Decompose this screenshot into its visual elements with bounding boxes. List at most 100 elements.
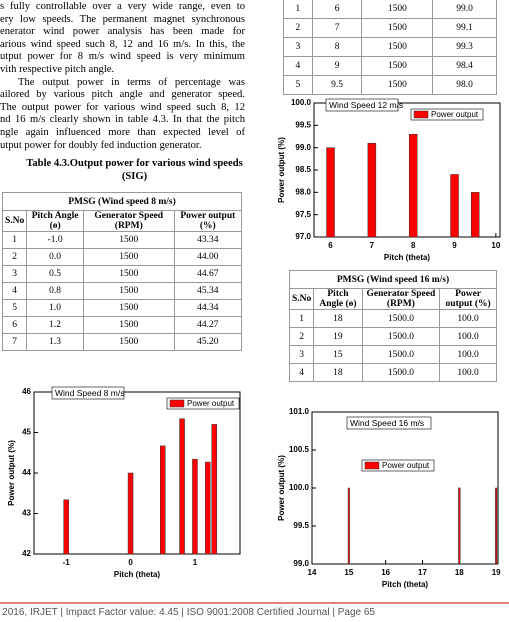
y-axis-label: Power output (%) bbox=[7, 440, 16, 506]
text-line: s fully controllable over a very wide ra… bbox=[0, 1, 245, 12]
table-cell: 18 bbox=[313, 363, 363, 382]
text-line: utput power for 8 m/s wind speed is very… bbox=[0, 51, 245, 63]
table-cell: 5 bbox=[283, 75, 313, 95]
header-row: S.No Pitch Angle (ɵ) Generator Speed (RPM)… bbox=[288, 288, 497, 310]
table-row: 7 1.3 1500 45.20 bbox=[1, 333, 243, 351]
bar bbox=[450, 174, 459, 238]
x-tick-label: 10 bbox=[491, 241, 500, 250]
legend-label: Power output bbox=[431, 110, 479, 119]
legend-box bbox=[166, 397, 240, 410]
y-tick-label: 101.0 bbox=[289, 407, 310, 416]
legend-swatch bbox=[413, 110, 429, 119]
chart-title: Wind Speed 8 m/s bbox=[55, 388, 124, 398]
table-row: 1 18 1500.0 100.0 bbox=[288, 309, 497, 328]
chart-title: Wind Speed 16 m/s bbox=[350, 418, 424, 428]
legend-box bbox=[410, 108, 484, 121]
y-tick-label: 97.5 bbox=[295, 210, 311, 219]
bar bbox=[367, 142, 377, 238]
chart: 42 43 44 45 46 -1 0 1 Pitch (theta) Power output … bbox=[7, 386, 241, 579]
table-row: 4 18 1500.0 100.0 bbox=[288, 363, 497, 382]
text-line: The output power for various wind speed … bbox=[0, 101, 245, 113]
text-line: ailored by various pitch angle and gener… bbox=[0, 89, 245, 101]
x-tick-label: -1 bbox=[63, 558, 71, 567]
y-tick-label: 100.0 bbox=[289, 483, 310, 492]
table-8: PMSG (Wind speed 8 m/s) S.No Pitch Angle (… bbox=[1, 192, 243, 351]
table-cell: 100.0 bbox=[439, 327, 497, 346]
table-row: 1 6 1500 99.0 bbox=[283, 0, 497, 19]
bar bbox=[179, 418, 185, 555]
y-tick-label: 100.5 bbox=[289, 445, 310, 454]
table-16: PMSG (Wind speed 16 m/s) S.No Pitch Angle … bbox=[288, 270, 497, 382]
title-box bbox=[346, 416, 432, 430]
legend-box bbox=[361, 459, 435, 472]
x-tick-label: 15 bbox=[344, 568, 353, 577]
table-row: 4 9 1500 98.4 bbox=[283, 56, 497, 76]
x-tick-label: 7 bbox=[370, 241, 375, 250]
bar bbox=[127, 472, 134, 555]
table-cell: 1500.0 bbox=[361, 363, 441, 382]
bar bbox=[192, 458, 198, 555]
table-cell: 4 bbox=[288, 363, 315, 382]
bar bbox=[326, 147, 335, 238]
y-tick-label: 46 bbox=[22, 387, 31, 396]
x-tick-label: 6 bbox=[328, 241, 333, 250]
plot-frame bbox=[311, 411, 499, 565]
legend-swatch bbox=[169, 399, 185, 408]
y-tick-label: 99.5 bbox=[293, 521, 309, 530]
bar bbox=[458, 487, 461, 565]
bar bbox=[347, 487, 350, 565]
bar bbox=[495, 487, 498, 565]
y-tick-label: 42 bbox=[22, 549, 31, 558]
x-tick-label: 9 bbox=[452, 241, 457, 250]
text-line: enerator wind power analysis has been ma… bbox=[0, 26, 245, 38]
x-axis-label: Pitch (theta) bbox=[114, 570, 161, 579]
y-tick-label: 99.0 bbox=[293, 559, 309, 568]
legend-label: Power output bbox=[382, 461, 430, 470]
bar bbox=[470, 192, 480, 238]
text-line: ngle again influenced more than expected… bbox=[0, 127, 245, 138]
y-tick-label: 98.5 bbox=[295, 165, 311, 174]
x-tick-label: 8 bbox=[411, 241, 416, 250]
table-row: 5 1.0 1500 44.34 bbox=[1, 299, 243, 317]
title-box bbox=[325, 98, 399, 112]
table-row: 4 0.8 1500 45.34 bbox=[1, 282, 243, 300]
chart: 99.0 99.5 100.0 100.5 101.0 14 15 16 17 18 19 Pitch… bbox=[277, 407, 501, 589]
bar bbox=[160, 445, 166, 555]
table-cell: 3 bbox=[1, 265, 28, 283]
legend-label: Power output bbox=[187, 399, 235, 408]
y-tick-label: 45 bbox=[22, 428, 31, 437]
x-tick-label: 19 bbox=[492, 568, 501, 577]
chart: 97.0 97.5 98.0 98.5 99.0 99.5 100.0 6 7 8 9 10 Pitch… bbox=[277, 98, 501, 262]
bar bbox=[211, 424, 217, 555]
footer: © 2016, IRJET | Impact Factor value: 4.4… bbox=[0, 607, 375, 618]
table-row: 1 -1.0 1500 43.34 bbox=[1, 231, 243, 249]
y-axis-label: Power output (%) bbox=[277, 137, 286, 203]
y-tick-label: 43 bbox=[22, 509, 31, 518]
text-line: vith respective pitch angle. bbox=[0, 64, 115, 75]
table-row: 2 19 1500.0 100.0 bbox=[288, 327, 497, 346]
table-cell: 7 bbox=[1, 333, 28, 351]
y-tick-label: 99.5 bbox=[295, 120, 311, 129]
table-12: 1 6 1500 99.0 2 7 1500 99.1 3 8 1500 99.3 4 9 1500 98.4… bbox=[283, 0, 497, 95]
table-cell: 100.0 bbox=[439, 363, 497, 382]
y-tick-label: 97.0 bbox=[295, 232, 311, 241]
x-tick-label: 16 bbox=[381, 568, 390, 577]
y-tick-label: 98.0 bbox=[295, 187, 311, 196]
bar bbox=[205, 461, 211, 555]
title-box bbox=[51, 386, 125, 400]
x-tick-label: 0 bbox=[128, 558, 133, 567]
x-tick-label: 1 bbox=[193, 558, 198, 567]
y-tick-label: 99.0 bbox=[295, 143, 311, 152]
text-line: nd 16 m/s clearly shown in table 4.3. In… bbox=[0, 114, 245, 126]
header-row: S.No Pitch Angle (ɵ) Generator Speed (RPM)… bbox=[1, 210, 243, 232]
text-line: arious wind speed such 8, 12 and 16 m/s.… bbox=[0, 38, 245, 50]
x-tick-label: 18 bbox=[455, 568, 464, 577]
table-row: 5 9.5 1500 98.0 bbox=[283, 75, 497, 95]
legend-swatch bbox=[364, 461, 380, 470]
table-caption: Table 4.3.Output power for various wind … bbox=[26, 158, 243, 182]
x-tick-label: 17 bbox=[418, 568, 427, 577]
bar bbox=[408, 134, 418, 238]
bar bbox=[63, 499, 69, 555]
